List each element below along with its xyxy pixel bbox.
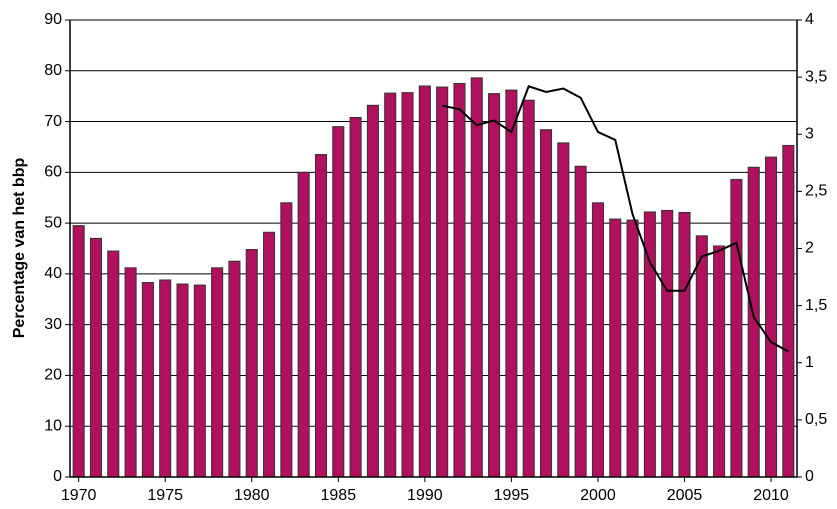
y-tick-label: 60 bbox=[44, 164, 62, 181]
x-tick-label: 1980 bbox=[234, 487, 270, 504]
x-tick-label: 2010 bbox=[753, 487, 789, 504]
y2-tick-label: 2 bbox=[805, 240, 814, 257]
bar bbox=[211, 267, 224, 478]
bar bbox=[574, 165, 587, 478]
bar bbox=[72, 225, 85, 478]
line bbox=[441, 85, 789, 353]
bar bbox=[401, 92, 414, 478]
y-tick-label: 10 bbox=[44, 417, 62, 434]
bar bbox=[107, 250, 120, 478]
bar bbox=[505, 89, 518, 478]
bar bbox=[730, 178, 743, 478]
bar bbox=[488, 93, 501, 478]
bar bbox=[557, 142, 570, 478]
bar bbox=[782, 144, 795, 478]
y-tick-label: 50 bbox=[44, 214, 62, 231]
y2-tick-label: 1 bbox=[805, 354, 814, 371]
bar bbox=[366, 104, 379, 478]
y-tick-label: 90 bbox=[44, 11, 62, 28]
bar bbox=[280, 202, 293, 478]
bar bbox=[349, 116, 362, 478]
y2-tick-label: 3 bbox=[805, 125, 814, 142]
bar bbox=[263, 231, 276, 478]
bar bbox=[764, 156, 778, 478]
bar bbox=[245, 249, 258, 478]
bar bbox=[228, 260, 241, 478]
bar bbox=[522, 99, 535, 478]
bar bbox=[124, 267, 137, 478]
bar bbox=[661, 209, 674, 478]
bar bbox=[141, 282, 154, 478]
y2-tick-label: 4 bbox=[805, 11, 814, 28]
bar bbox=[418, 85, 431, 478]
x-tick-label: 1990 bbox=[407, 487, 443, 504]
y-tick-label: 20 bbox=[44, 367, 62, 384]
bar bbox=[695, 235, 708, 478]
bar bbox=[176, 283, 189, 478]
x-tick-label: 2000 bbox=[580, 487, 616, 504]
bar bbox=[591, 202, 604, 478]
y-tick-label: 70 bbox=[44, 113, 62, 130]
x-tick-label: 1975 bbox=[147, 487, 183, 504]
bar bbox=[297, 171, 310, 478]
y2-tick-label: 3,5 bbox=[805, 68, 827, 85]
bar bbox=[453, 82, 466, 478]
y2-tick-label: 2,5 bbox=[805, 183, 827, 200]
bar bbox=[539, 129, 553, 478]
bar bbox=[193, 284, 206, 478]
y2-tick-label: 0 bbox=[805, 468, 814, 485]
bar bbox=[678, 211, 691, 478]
bar bbox=[470, 77, 483, 478]
y-axis-label: Percentage van het bbp bbox=[11, 158, 28, 339]
bar bbox=[89, 237, 103, 478]
bar bbox=[436, 86, 449, 478]
y-tick-label: 0 bbox=[53, 468, 62, 485]
bar bbox=[384, 92, 397, 478]
bar bbox=[609, 218, 622, 478]
bar bbox=[314, 154, 328, 478]
y2-tick-label: 0,5 bbox=[805, 411, 827, 428]
bar bbox=[713, 245, 726, 478]
y-tick-label: 80 bbox=[44, 62, 62, 79]
x-tick-label: 1995 bbox=[494, 487, 530, 504]
y-tick-label: 30 bbox=[44, 316, 62, 333]
bar bbox=[332, 126, 345, 478]
bar bbox=[159, 279, 172, 478]
y2-tick-label: 1,5 bbox=[805, 297, 827, 314]
bar bbox=[626, 219, 639, 478]
y-tick-label: 40 bbox=[44, 265, 62, 282]
x-tick-label: 2005 bbox=[667, 487, 703, 504]
x-tick-label: 1985 bbox=[321, 487, 357, 504]
x-tick-label: 1970 bbox=[61, 487, 97, 504]
